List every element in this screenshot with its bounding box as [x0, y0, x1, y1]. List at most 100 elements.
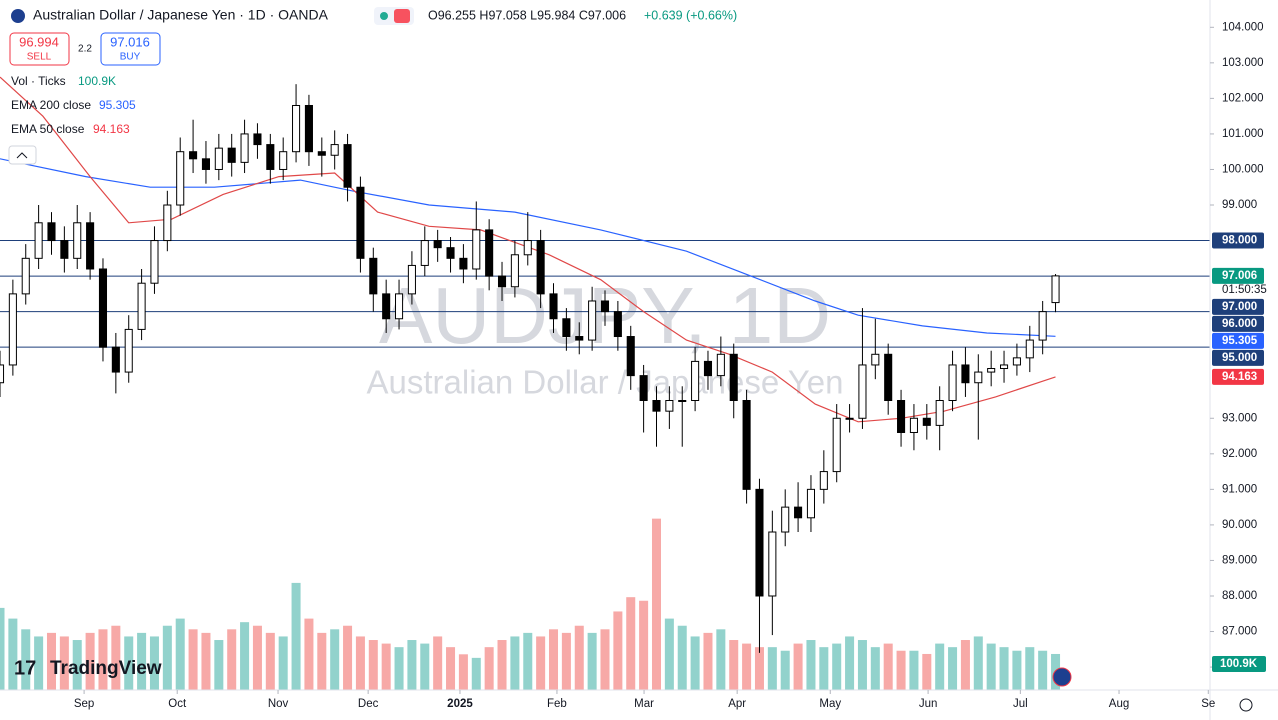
candle-body [665, 400, 674, 412]
candle-body [240, 133, 249, 163]
volume-bar [1038, 650, 1048, 690]
volume-bar [317, 632, 327, 690]
volume-bar [278, 636, 288, 690]
candle-body [279, 151, 288, 170]
candle-body [1000, 364, 1009, 370]
candle-body [356, 186, 365, 259]
candle-body [703, 360, 713, 377]
buy-button[interactable] [100, 32, 161, 66]
y-tick-label: 87.000 [1222, 626, 1257, 638]
last-price-badge-text: 97.006 [1222, 270, 1257, 282]
x-tick-label: May [819, 698, 841, 710]
volume-bar [214, 640, 224, 690]
volume-bar [21, 629, 31, 690]
volume-bar [613, 611, 623, 690]
volume-bar [98, 629, 108, 690]
ema-line [0, 76, 1056, 423]
settings-icon[interactable] [1239, 698, 1253, 712]
volume-bar [111, 625, 121, 690]
candle-body [189, 151, 198, 160]
ohlc-values: O96.255 H97.058 L95.984 C97.006 [428, 8, 626, 22]
volume-bar [973, 636, 983, 690]
y-tick-label: 88.000 [1222, 590, 1257, 602]
volume-bar [252, 625, 262, 690]
sell-button[interactable] [9, 32, 70, 66]
volume-bar [960, 640, 970, 690]
volume-bar [587, 632, 597, 690]
x-tick-label: Dec [358, 698, 379, 710]
candle-body [588, 300, 597, 341]
volume-bar [201, 632, 211, 690]
volume-bar [1012, 650, 1022, 690]
candle-body [292, 104, 301, 153]
volume-bar [651, 518, 661, 690]
volume-bar [368, 640, 378, 690]
countdown: 01:50:35 [1222, 284, 1267, 296]
candle-body [845, 417, 854, 420]
volume-bar [806, 640, 816, 690]
volume-bar [240, 622, 250, 690]
candle-body [497, 275, 507, 288]
news-icon[interactable] [394, 9, 410, 23]
collapse-button[interactable] [8, 145, 37, 165]
candle-body [781, 506, 790, 533]
candle-body [420, 240, 429, 266]
level-badge [1212, 315, 1264, 332]
candle-body [678, 400, 687, 403]
ema200-legend: EMA 200 close [11, 98, 91, 112]
volume-bar [394, 647, 404, 690]
volume-bar [175, 618, 185, 690]
volume-bar [690, 636, 700, 690]
candle-body [600, 300, 610, 313]
volume-bar [935, 643, 945, 690]
candle-body [652, 400, 661, 412]
volume-bar [484, 647, 494, 690]
candle-body [626, 336, 635, 377]
volume-bar [729, 640, 739, 690]
candle-body [60, 240, 69, 259]
candle-body [575, 336, 584, 341]
candle-body [691, 360, 700, 402]
candle-body [897, 400, 906, 433]
candle-body [729, 353, 738, 402]
volume-bar [59, 636, 69, 690]
volume-bar [742, 643, 752, 690]
volume-bar [291, 582, 301, 690]
candle-body [98, 268, 108, 348]
candle-body [369, 257, 378, 295]
flag-marker[interactable] [1052, 667, 1072, 687]
volume-bar [1025, 647, 1035, 690]
candle-body [1012, 357, 1021, 366]
volume-bar [793, 643, 803, 690]
candle-body [472, 229, 481, 270]
candle-body [987, 368, 996, 373]
level-badge [1212, 232, 1264, 249]
volume-bar [8, 618, 18, 690]
volume-bar [883, 643, 893, 690]
candle-body [459, 257, 468, 270]
x-tick-label: Mar [634, 698, 654, 710]
volume-bar [780, 650, 790, 690]
symbol-title[interactable]: Australian Dollar / Japanese Yen · 1D · … [33, 7, 329, 23]
volume-badge [1212, 656, 1266, 672]
y-tick-label: 90.000 [1222, 519, 1257, 531]
volume-bar [85, 632, 95, 690]
y-tick-label: 93.000 [1222, 412, 1257, 424]
candle-body [922, 417, 931, 426]
candle-body [523, 240, 532, 256]
sell-price: 96.994 [19, 34, 59, 49]
ema200-legend-value: 95.305 [99, 98, 136, 112]
volume-bar [458, 654, 468, 690]
x-tick-label: Feb [547, 698, 567, 710]
volume-bar [896, 650, 906, 690]
y-tick-label: 89.000 [1222, 554, 1257, 566]
y-tick-label: 99.000 [1222, 199, 1257, 211]
candle-body [214, 147, 223, 170]
y-tick-label: 92.000 [1222, 448, 1257, 460]
ema50-badge-text: 94.163 [1222, 371, 1257, 383]
candle-body [433, 240, 442, 249]
volume-bar [355, 636, 365, 690]
volume-badge-text: 100.9K [1220, 658, 1258, 670]
volume-bar [523, 632, 533, 690]
sell-label: SELL [27, 52, 52, 63]
